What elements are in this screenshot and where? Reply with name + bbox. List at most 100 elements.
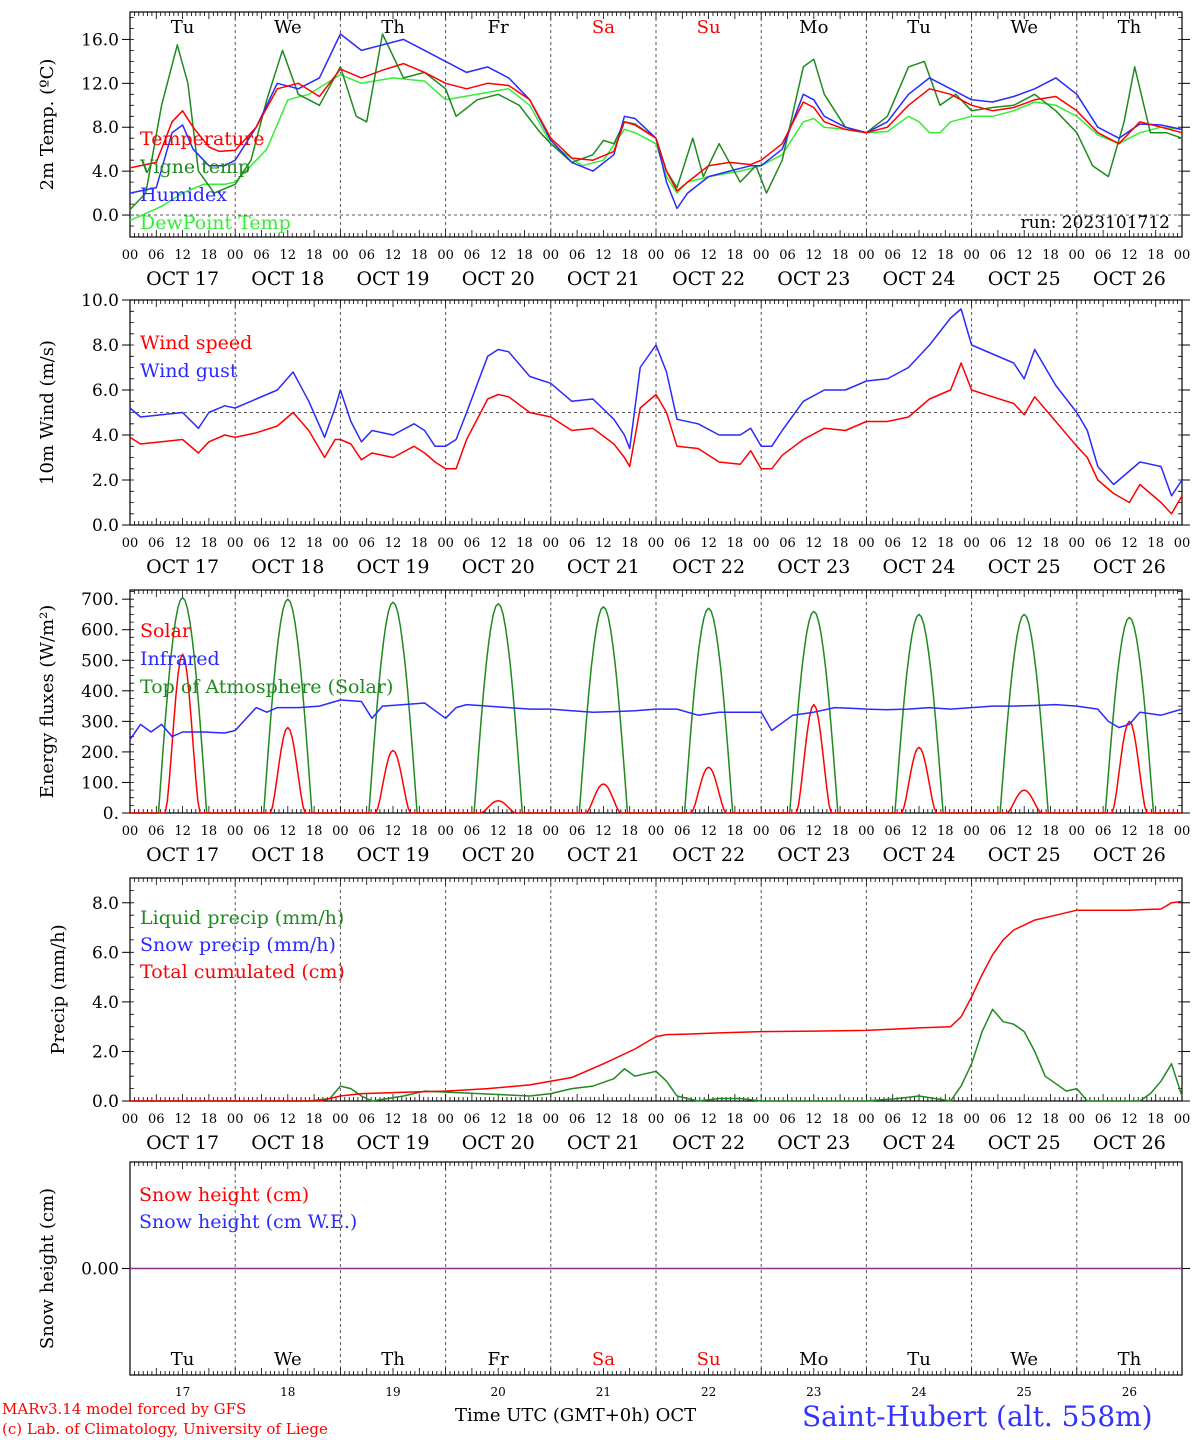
date-label: OCT 19 [356, 556, 429, 578]
hour-label: 12 [490, 536, 507, 551]
date-label: OCT 19 [356, 1132, 429, 1154]
hour-label: 18 [306, 536, 323, 551]
liquid-precip-mm-h-line [130, 1008, 1183, 1102]
hour-label: 12 [595, 536, 612, 551]
day-name-top: Th [381, 17, 405, 38]
day-name-top: Mo [799, 17, 828, 38]
solar-line [866, 746, 972, 814]
day-name-bottom: Mo [799, 1349, 828, 1370]
hour-label: 12 [280, 824, 297, 839]
hour-label: 18 [516, 248, 533, 263]
day-name-bottom: Su [697, 1349, 721, 1370]
hour-label: 12 [700, 248, 717, 263]
hour-label: 00 [332, 536, 349, 551]
hour-label: 12 [1121, 536, 1138, 551]
hour-label: 00 [858, 824, 875, 839]
legend-entry: Wind gust [140, 360, 238, 382]
hour-label: 12 [806, 824, 823, 839]
hour-label: 12 [700, 1112, 717, 1127]
chart-panel-3: 0. 100. 200. 300. 400. 500. 600. 700. Energy flu… [37, 589, 1190, 866]
hour-label: 06 [148, 824, 165, 839]
hour-label: 12 [806, 248, 823, 263]
y-tick-label: 0. [103, 804, 119, 824]
hour-label: 18 [727, 248, 744, 263]
hour-label: 06 [569, 536, 586, 551]
date-label: OCT 20 [462, 268, 535, 290]
hour-label: 00 [753, 536, 770, 551]
date-label: OCT 24 [882, 556, 955, 578]
date-label: OCT 18 [251, 1132, 324, 1154]
y-tick-label: 0.0 [92, 206, 119, 226]
y-tick-label: 200. [81, 743, 119, 763]
date-label: OCT 19 [356, 844, 429, 866]
y-tick-label: 10.0 [81, 291, 119, 311]
hour-label: 06 [779, 248, 796, 263]
hour-label: 12 [1016, 536, 1033, 551]
hour-label: 00 [963, 248, 980, 263]
hour-label: 00 [227, 536, 244, 551]
hour-label: 12 [280, 1112, 297, 1127]
y-tick-label: 0.0 [92, 1092, 119, 1112]
day-name-bottom: Tu [171, 1349, 195, 1370]
day-name-top: Su [697, 17, 721, 38]
hour-label: 12 [595, 824, 612, 839]
hour-label: 00 [753, 248, 770, 263]
date-label: OCT 20 [462, 844, 535, 866]
hour-label: 12 [911, 1112, 928, 1127]
toa-solar-line [971, 613, 1077, 814]
hour-label: 00 [648, 1112, 665, 1127]
hour-label: 06 [884, 536, 901, 551]
hour-label: 00 [858, 1112, 875, 1127]
legend-entry: Snow precip (mm/h) [140, 934, 336, 956]
date-label: OCT 17 [146, 268, 219, 290]
day-number: 23 [806, 1385, 821, 1399]
model-credit: MARv3.14 model forced by GFS [2, 1400, 247, 1418]
hour-label: 12 [1121, 824, 1138, 839]
day-name-bottom: We [274, 1349, 302, 1370]
hour-label: 06 [779, 536, 796, 551]
y-tick-label: 700. [81, 590, 119, 610]
hour-label: 18 [516, 1112, 533, 1127]
y-minor-ticks [130, 591, 1182, 814]
toa-solar-line [235, 598, 341, 814]
hour-label: 06 [779, 1112, 796, 1127]
legend-entry: Snow height (cm) [139, 1184, 309, 1206]
date-label: OCT 23 [777, 844, 850, 866]
y-tick-label: 2.0 [92, 1042, 119, 1062]
hour-label: 12 [490, 1112, 507, 1127]
day-name-top: Th [1118, 17, 1142, 38]
hour-label: 18 [201, 248, 218, 263]
hour-label: 06 [148, 1112, 165, 1127]
day-number: 21 [596, 1385, 611, 1399]
run-annotation: run: 2023101712 [1021, 213, 1170, 233]
day-number: 18 [280, 1385, 295, 1399]
hour-label: 18 [306, 824, 323, 839]
hour-label: 06 [464, 248, 481, 263]
hour-label: 00 [332, 1112, 349, 1127]
plot-frame [129, 11, 1183, 238]
hour-label: 06 [253, 248, 270, 263]
date-label: OCT 17 [146, 1132, 219, 1154]
hour-label: 18 [621, 248, 638, 263]
hour-label: 18 [1147, 536, 1164, 551]
hour-label: 06 [253, 1112, 270, 1127]
hour-label: 18 [516, 536, 533, 551]
hour-label: 18 [1042, 1112, 1059, 1127]
date-label: OCT 18 [251, 268, 324, 290]
hour-label: 18 [306, 1112, 323, 1127]
hour-label: 00 [963, 824, 980, 839]
y-tick-label: 2.0 [92, 471, 119, 491]
day-number: 19 [385, 1385, 400, 1399]
toa-solar-line [1076, 616, 1182, 814]
hour-label: 12 [385, 1112, 402, 1127]
hour-label: 12 [911, 248, 928, 263]
day-number: 26 [1122, 1385, 1137, 1399]
date-label: OCT 22 [672, 844, 745, 866]
y-tick-label: 100. [81, 773, 119, 793]
day-number: 20 [491, 1385, 506, 1399]
date-label: OCT 21 [567, 844, 640, 866]
date-label: OCT 23 [777, 556, 850, 578]
hour-label: 00 [122, 248, 139, 263]
solar-line [656, 766, 762, 814]
hour-label: 00 [437, 248, 454, 263]
